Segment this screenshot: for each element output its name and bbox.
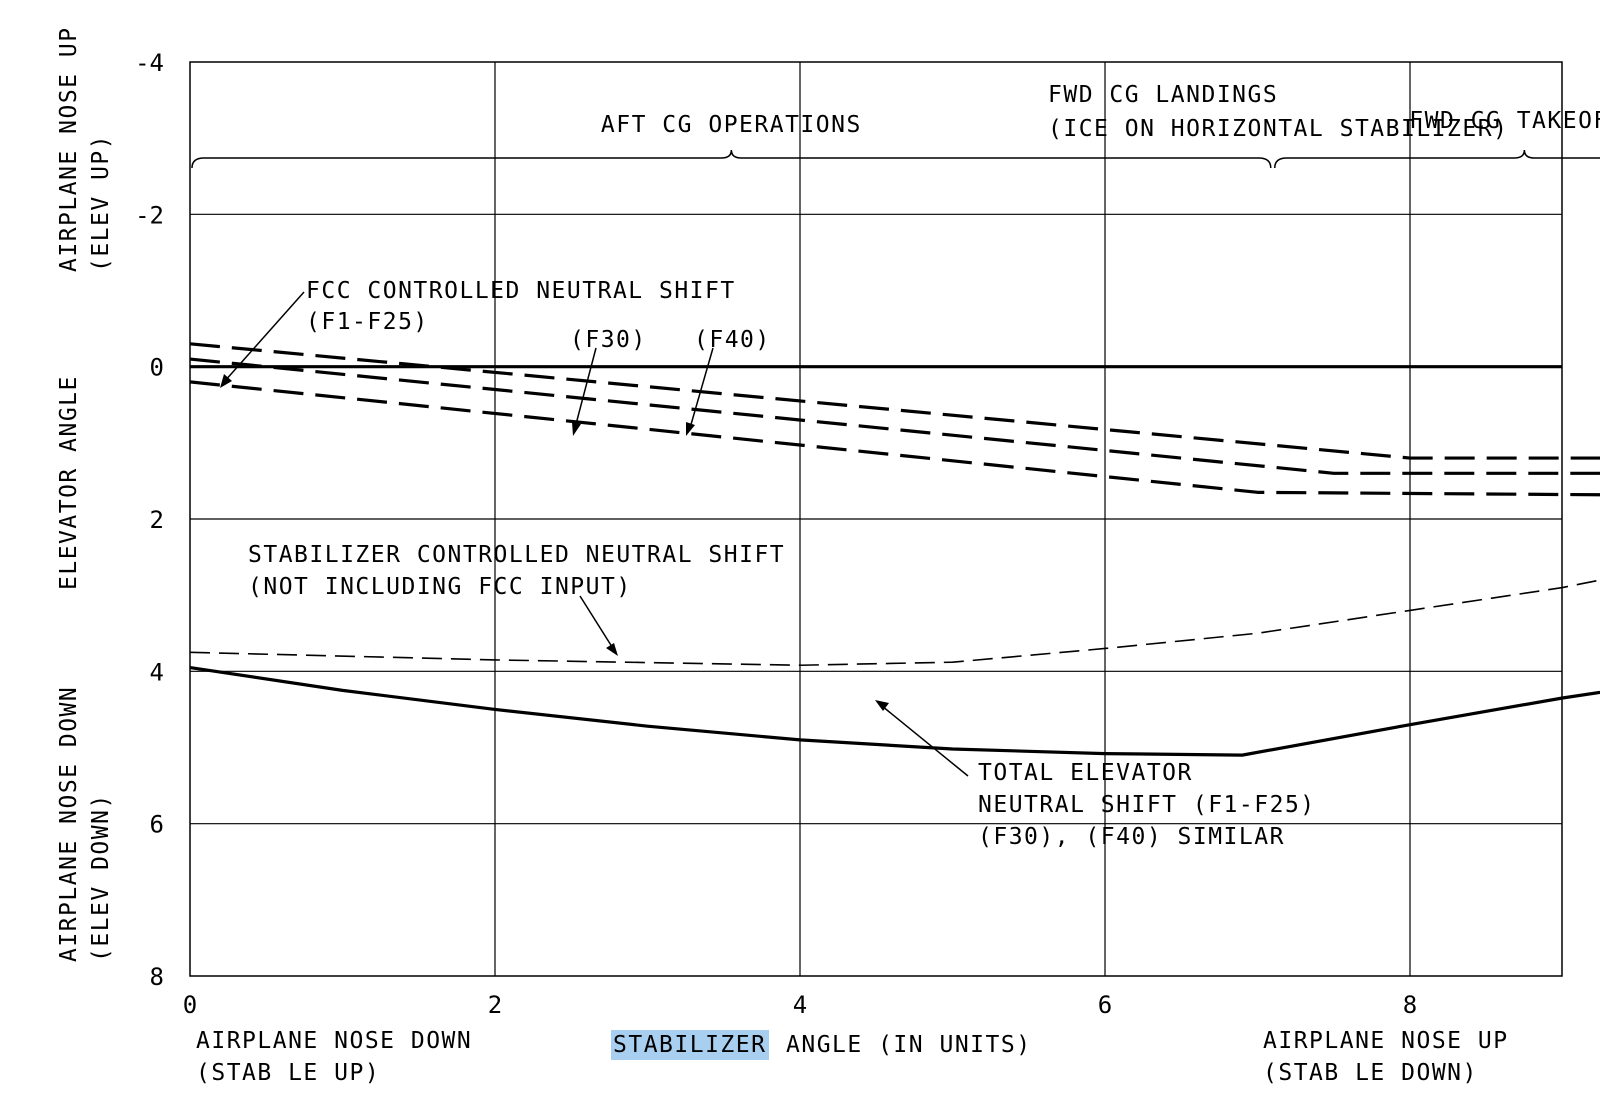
y-tick-label: 4 — [150, 658, 164, 686]
series-line — [189, 357, 1600, 475]
x-tick-label: 0 — [183, 991, 197, 1019]
annotation-stabilizer: STABILIZER CONTROLLED NEUTRAL SHIFT (NOT… — [248, 542, 785, 656]
annotation-f40: (F40) — [686, 327, 771, 436]
region-label: (ICE ON HORIZONTAL STABILIZER) — [1048, 116, 1508, 142]
region-label: FWD CG LANDINGS — [1048, 82, 1278, 108]
svg-text:TOTAL ELEVATOR: TOTAL ELEVATOR — [978, 760, 1193, 786]
annotation-total: TOTAL ELEVATOR NEUTRAL SHIFT (F1-F25) (F… — [875, 700, 1316, 850]
y-axis-bottom-label-line2: (ELEV DOWN) — [88, 793, 114, 962]
y-tick-label: 8 — [150, 963, 164, 991]
region-brace — [191, 149, 1272, 169]
svg-text:FCC CONTROLLED NEUTRAL SHIFT: FCC CONTROLLED NEUTRAL SHIFT — [306, 278, 736, 304]
svg-text:(F30), (F40) SIMILAR: (F30), (F40) SIMILAR — [978, 824, 1285, 850]
y-tick-label: 2 — [150, 506, 164, 534]
x-tick-label: 6 — [1098, 991, 1112, 1019]
y-axis-top-label-line1: AIRPLANE NOSE UP — [56, 26, 82, 272]
y-tick-label: 0 — [150, 354, 164, 382]
x-axis-right-label-line2: (STAB LE DOWN) — [1263, 1060, 1478, 1086]
x-tick-label: 2 — [488, 991, 502, 1019]
y-axis-top-label-line2: (ELEV UP) — [88, 134, 114, 272]
series-line — [189, 342, 1600, 460]
y-axis-bottom-label-line1: AIRPLANE NOSE DOWN — [56, 686, 82, 962]
search-highlight — [611, 1030, 769, 1060]
x-axis-left-label-line2: (STAB LE UP) — [196, 1060, 380, 1086]
y-tick-label: 6 — [150, 811, 164, 839]
svg-text:(NOT INCLUDING FCC INPUT): (NOT INCLUDING FCC INPUT) — [248, 574, 632, 600]
x-axis-label-highlighted-word: STABILIZER — [613, 1032, 766, 1058]
y-tick-label: -2 — [135, 201, 164, 229]
annotation-f30: (F30) — [570, 327, 647, 436]
y-tick-label: -4 — [135, 49, 164, 77]
svg-text:STABILIZER CONTROLLED NEUTRAL: STABILIZER CONTROLLED NEUTRAL SHIFT — [248, 542, 785, 568]
region-braces: AFT CG OPERATIONS FWD CG TAKEOFFS FWD CG L… — [191, 82, 1600, 169]
x-tick-label: 8 — [1403, 991, 1417, 1019]
region-brace — [1274, 149, 1600, 169]
y-axis-middle-label: ELEVATOR ANGLE — [56, 375, 82, 590]
series-line — [189, 579, 1600, 667]
x-tick-label: 4 — [793, 991, 807, 1019]
series-line — [189, 665, 1600, 757]
region-label: FWD CG TAKEOFFS — [1409, 108, 1600, 134]
series-line — [189, 380, 1600, 497]
region-label: AFT CG OPERATIONS — [601, 112, 862, 138]
svg-text:(F40): (F40) — [694, 327, 771, 353]
x-axis-label-rest: ANGLE (IN UNITS) — [786, 1032, 1032, 1058]
svg-text:(F1-F25): (F1-F25) — [306, 309, 429, 335]
svg-text:NEUTRAL SHIFT (F1-F25): NEUTRAL SHIFT (F1-F25) — [978, 792, 1316, 818]
series-lines — [189, 342, 1600, 757]
annotation-fcc: FCC CONTROLLED NEUTRAL SHIFT (F1-F25) — [220, 278, 736, 388]
grid — [189, 61, 1563, 977]
x-axis-right-label-line1: AIRPLANE NOSE UP — [1263, 1028, 1509, 1054]
x-axis-left-label-line1: AIRPLANE NOSE DOWN — [196, 1028, 472, 1054]
svg-text:(F30): (F30) — [570, 327, 647, 353]
